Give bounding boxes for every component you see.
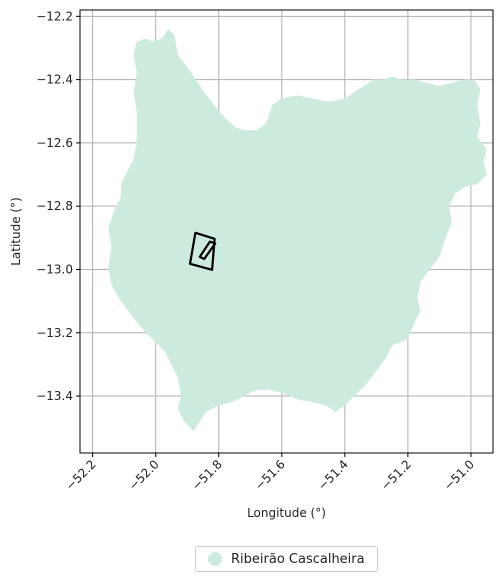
outline-layer: [188, 231, 217, 271]
y-tick-label: −12.8: [36, 199, 73, 213]
y-tick-label: −12.4: [36, 73, 73, 87]
y-tick-label: −12.6: [36, 136, 73, 150]
region-layer: [108, 29, 487, 431]
region-ribeirao-cascalheira: [108, 29, 487, 431]
legend-label: Ribeirão Cascalheira: [231, 551, 365, 567]
y-axis-title: Latitude (°): [9, 197, 23, 266]
x-tick-label: −51.0: [441, 457, 477, 493]
x-tick-label: −51.8: [189, 457, 225, 493]
x-tick-label: −51.4: [315, 457, 351, 493]
x-tick-label: −52.0: [126, 457, 162, 493]
y-tick-label: −13.2: [36, 326, 73, 340]
legend: Ribeirão Cascalheira: [195, 546, 378, 572]
outline-rotated-rectangle: [188, 231, 216, 271]
x-axis-title: Longitude (°): [247, 506, 326, 520]
x-tick-label: −51.6: [252, 457, 288, 493]
axes-frame: [79, 9, 494, 454]
x-tick-label: −52.2: [63, 457, 99, 493]
y-tick-label: −13.0: [36, 262, 73, 276]
y-tick-label: −12.2: [36, 9, 73, 23]
y-tick-label: −13.4: [36, 389, 73, 403]
legend-marker: [208, 552, 222, 566]
x-tick-label: −51.2: [378, 457, 414, 493]
outline-sliver: [198, 240, 217, 261]
